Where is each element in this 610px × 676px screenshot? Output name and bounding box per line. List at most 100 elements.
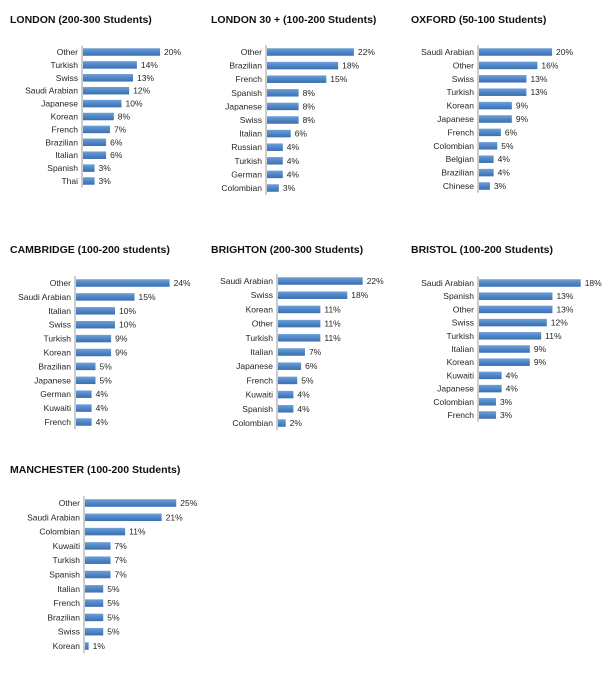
bar [76, 418, 92, 426]
category-label: Other [453, 60, 474, 70]
bar-chart: Other 22% Brazilian 18% French 15% Spanish 8% Ja… [221, 45, 375, 195]
category-label: Swiss [49, 320, 71, 330]
category-label: Other [453, 304, 474, 314]
category-label: Brazilian [47, 612, 80, 622]
category-label: Kuwaiti [53, 541, 81, 551]
bar [83, 151, 107, 159]
data-label: 6% [305, 361, 318, 371]
data-label: 6% [110, 137, 123, 147]
category-label: Swiss [452, 318, 474, 328]
bar [267, 102, 299, 111]
category-label: Turkish [52, 555, 80, 565]
data-label: 22% [358, 47, 375, 57]
category-label: Korean [447, 357, 475, 367]
data-label: 13% [137, 73, 154, 83]
bar [83, 164, 95, 172]
data-label: 10% [119, 306, 136, 316]
data-label: 9% [516, 114, 529, 124]
bar [267, 61, 339, 70]
bar [278, 405, 294, 413]
category-label: Japanese [437, 384, 474, 394]
bar [76, 404, 92, 412]
bar [278, 291, 348, 299]
data-label: 7% [114, 124, 127, 134]
category-label: Spanish [49, 570, 80, 580]
bar [278, 390, 294, 399]
bar [85, 627, 104, 636]
data-label: 7% [115, 541, 128, 551]
data-label: 7% [115, 555, 128, 565]
bar [479, 358, 530, 366]
bar [479, 48, 552, 56]
data-label: 18% [585, 278, 602, 288]
data-label: 5% [107, 627, 120, 637]
bar [278, 362, 302, 370]
data-label: 13% [556, 304, 573, 314]
category-label: Other [50, 278, 71, 288]
category-label: Other [57, 47, 78, 57]
bar [479, 279, 581, 287]
data-label: 4% [287, 156, 300, 166]
bar [83, 86, 130, 95]
data-label: 18% [342, 61, 359, 71]
data-label: 5% [107, 598, 120, 608]
bar-chart: Saudi Arabian 20% Other 16% Swiss 13% Turkish 1… [421, 45, 573, 193]
bar [479, 384, 502, 393]
data-label: 13% [530, 74, 547, 84]
category-label: German [40, 389, 71, 399]
bar [267, 48, 354, 56]
data-label: 3% [500, 410, 513, 420]
bar [278, 319, 321, 328]
category-label: Colombian [232, 418, 273, 428]
bar [76, 334, 112, 343]
bar [83, 112, 114, 121]
category-label: Spanish [231, 88, 262, 98]
bar [76, 376, 96, 385]
data-label: 4% [498, 168, 511, 178]
data-label: 4% [287, 142, 300, 152]
data-label: 16% [541, 60, 558, 70]
bar [76, 293, 135, 301]
data-label: 22% [367, 276, 384, 286]
data-label: 25% [180, 498, 197, 508]
category-label: Italian [48, 306, 71, 316]
bar [76, 362, 96, 371]
bar [479, 101, 512, 110]
bar [278, 277, 363, 285]
data-label: 3% [283, 183, 296, 193]
data-label: 3% [99, 163, 112, 173]
category-label: Brazilian [45, 137, 78, 147]
bar-chart: Saudi Arabian 22% Swiss 18% Korean 11% Other 11… [220, 273, 384, 431]
bar [76, 390, 92, 398]
bar [479, 88, 527, 96]
bar [278, 305, 321, 314]
chart-title: OXFORD (50-100 Students) [411, 14, 547, 26]
category-label: German [231, 169, 262, 179]
bar [479, 61, 538, 70]
data-label: 3% [494, 181, 507, 191]
category-label: French [247, 375, 274, 385]
chart-panel-manchester: MANCHESTER (100-200 Students) Other 25% Sa… [10, 464, 220, 664]
category-label: Japanese [236, 361, 273, 371]
data-label: 7% [115, 570, 128, 580]
category-label: Colombian [221, 183, 262, 193]
data-label: 1% [93, 641, 106, 651]
chart-panel-bristol: BRISTOL (100-200 Students) Saudi Arabian… [411, 244, 606, 434]
category-label: Saudi Arabian [421, 278, 474, 288]
bar [278, 376, 298, 385]
bar [83, 48, 160, 56]
category-label: French [448, 410, 475, 420]
category-label: Turkish [43, 334, 71, 344]
chart-title: LONDON 30 + (100-200 Students) [211, 14, 377, 26]
category-label: Turkish [50, 60, 78, 70]
data-label: 5% [501, 141, 514, 151]
bar [267, 75, 327, 83]
chart-title: MANCHESTER (100-200 Students) [10, 464, 181, 476]
category-label: Kuwaiti [447, 370, 475, 380]
bar [83, 177, 95, 185]
chart-title: BRIGHTON (200-300 Students) [211, 244, 364, 256]
bar-chart: Other 25% Saudi Arabian 21% Colombian 11% Kuwa… [27, 495, 198, 654]
bar [76, 307, 115, 315]
category-label: Italian [239, 129, 262, 139]
category-label: Belgian [446, 154, 475, 164]
